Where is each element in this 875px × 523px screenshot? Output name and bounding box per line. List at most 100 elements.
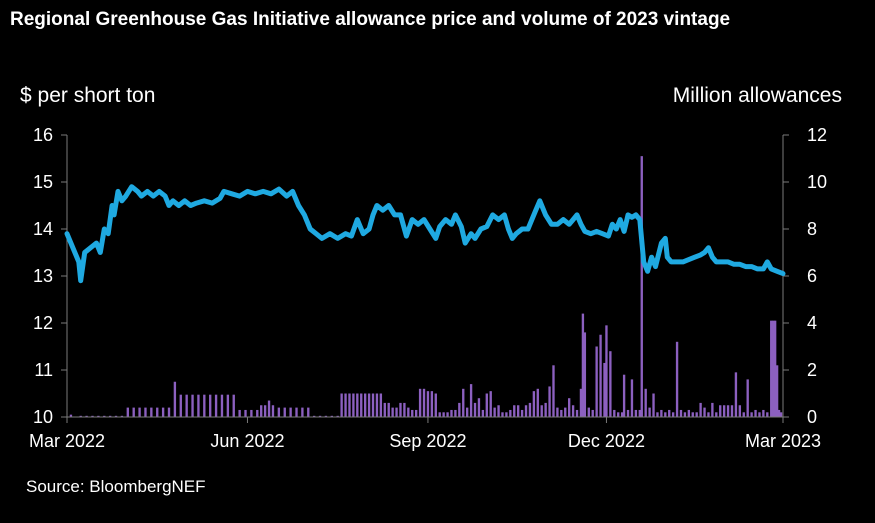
volume-bar [568, 398, 571, 417]
volume-bar [446, 412, 449, 417]
volume-bar [226, 394, 230, 417]
volume-bar [520, 409, 524, 417]
volume-bar [271, 405, 275, 417]
price-line [64, 184, 786, 284]
volume-bar [703, 407, 706, 417]
volume-bar [766, 412, 769, 417]
volume-bar [395, 407, 398, 417]
volume-bar [581, 313, 585, 417]
volume-bar [138, 407, 141, 417]
source-text: Source: BloombergNEF [26, 477, 206, 496]
volume-bar [679, 409, 683, 417]
volume-bar [356, 393, 359, 417]
volume-bar [103, 415, 106, 417]
chart-title: Regional Greenhouse Gas Initiative allow… [10, 9, 731, 30]
volume-bar [738, 405, 742, 417]
volume-bar [779, 412, 783, 417]
volume-bar [770, 320, 773, 417]
volume-bar [348, 393, 351, 417]
volume-bar [79, 415, 82, 417]
volume-bar [301, 407, 304, 417]
volume-bar [371, 393, 375, 417]
left-tick-label: 16 [33, 125, 53, 145]
volume-bar [283, 407, 286, 417]
volume-bar [434, 393, 437, 417]
volume-bar [336, 415, 339, 417]
volume-bar [462, 388, 465, 417]
volume-bar [391, 407, 394, 417]
volume-bar [648, 407, 651, 417]
volume-bar [161, 407, 165, 417]
ticks: 10 11 12 13 14 15 16 0 2 4 6 8 10 12 Mar 2022 Jun 2022 S… [29, 125, 827, 451]
left-tick-label: 10 [33, 407, 53, 427]
volume-bar [699, 402, 702, 417]
volume-bar [458, 402, 461, 417]
volume-bar [548, 386, 551, 417]
axes [66, 135, 784, 418]
volume-bar [344, 393, 347, 417]
volume-bar [418, 388, 422, 417]
volume-bar [214, 394, 218, 417]
volume-bar [363, 393, 367, 417]
volume-bar [726, 405, 730, 417]
volume-bar [719, 405, 722, 417]
volume-bar [289, 407, 292, 417]
volume-bar [267, 400, 271, 417]
volume-bar [634, 409, 638, 417]
volume-bar [687, 409, 691, 417]
volume-bar [150, 407, 153, 417]
x-tick-label: Mar 2022 [29, 431, 105, 451]
volume-bar [707, 412, 710, 417]
volume-bar [668, 409, 671, 417]
volume-bar [481, 409, 485, 417]
volume-bar [156, 407, 159, 417]
volume-bar [664, 412, 667, 417]
volume-bar [191, 394, 194, 417]
right-tick-label: 0 [807, 407, 817, 427]
right-tick-label: 12 [807, 125, 827, 145]
volume-bar [469, 384, 473, 417]
volume-bar [583, 332, 587, 417]
volume-bar [97, 415, 100, 417]
volume-bar [69, 414, 73, 417]
left-tick-label: 11 [34, 360, 53, 380]
volume-bar [403, 402, 406, 417]
volume-bar [173, 381, 177, 417]
volume-bar [383, 402, 386, 417]
volume-bar [501, 412, 504, 417]
volume-bar [399, 402, 402, 417]
volume-bar [260, 405, 263, 417]
volume-bar [722, 405, 726, 417]
volume-bar [575, 409, 579, 417]
volume-bar [638, 409, 641, 417]
right-tick-label: 4 [807, 313, 817, 333]
volume-bar [220, 394, 224, 417]
right-tick-label: 2 [807, 360, 817, 380]
volume-bar [609, 351, 612, 417]
volume-bar [754, 409, 757, 417]
volume-bar [167, 407, 171, 417]
volume-bar [485, 393, 488, 417]
volume-bar [330, 415, 333, 417]
left-axis-label: $ per short ton [20, 84, 156, 107]
volume-bar [509, 409, 512, 417]
x-tick-label: Jun 2022 [210, 431, 284, 451]
volume-bar [777, 409, 781, 417]
volume-bar [307, 407, 310, 417]
left-tick-label: 12 [33, 313, 53, 333]
volume-bar [730, 405, 734, 417]
volume-bar [513, 405, 516, 417]
volume-bar [144, 407, 147, 417]
volume-bar [660, 409, 663, 417]
volume-bar [379, 393, 383, 417]
right-tick-label: 6 [807, 266, 817, 286]
volume-bar [263, 405, 267, 417]
volume-bar [312, 415, 316, 417]
volume-bar [544, 402, 547, 417]
volume-bar [489, 391, 492, 417]
volume-bar [454, 409, 457, 417]
volume-bar [238, 409, 241, 417]
volume-bar [318, 415, 322, 417]
x-tick-label: Sep 2022 [389, 431, 466, 451]
